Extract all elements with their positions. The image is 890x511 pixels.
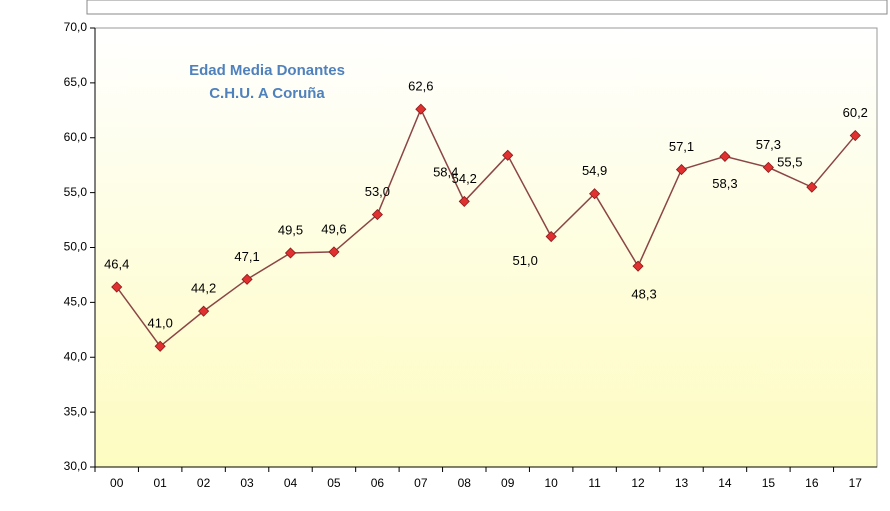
data-label: 53,0 (365, 184, 390, 199)
marker (632, 260, 644, 272)
plot-area (94, 27, 878, 468)
x-tick-label: 01 (153, 476, 167, 490)
x-tick-label: 00 (110, 476, 124, 490)
data-label: 48,3 (631, 287, 656, 302)
marker (198, 305, 210, 317)
marker (284, 247, 297, 259)
marker (371, 209, 383, 221)
x-tick-label: 10 (544, 476, 558, 490)
marker (241, 273, 253, 285)
marker (762, 161, 774, 173)
x-tick-label: 03 (240, 476, 254, 490)
data-label: 62,6 (408, 79, 433, 94)
data-label: 54,9 (582, 163, 607, 178)
data-label: 57,3 (756, 137, 781, 152)
x-tick-label: 17 (849, 476, 863, 490)
data-label: 58,4 (433, 165, 458, 180)
y-tick-label: 50,0 (64, 240, 88, 254)
y-tick-label: 55,0 (64, 185, 88, 199)
marker (849, 129, 861, 142)
data-label: 41,0 (148, 316, 173, 331)
data-label: 60,2 (843, 105, 868, 120)
data-label: 47,1 (234, 249, 259, 264)
x-tick-label: 09 (501, 476, 515, 490)
data-label: 51,0 (513, 253, 538, 268)
marker (806, 181, 818, 193)
x-tick-label: 12 (631, 476, 645, 490)
x-tick-label: 14 (718, 476, 732, 490)
data-label: 58,3 (712, 176, 737, 191)
x-tick-label: 07 (414, 476, 428, 490)
marker (415, 103, 427, 115)
marker (545, 230, 557, 243)
top-frame (86, 0, 888, 15)
data-label: 54,2 (452, 171, 477, 186)
marker (719, 150, 731, 162)
marker (458, 195, 470, 207)
y-tick-label: 35,0 (64, 404, 88, 418)
marker (675, 164, 688, 176)
y-tick-label: 70,0 (64, 20, 88, 34)
x-tick-label: 08 (458, 476, 472, 490)
marker (154, 340, 166, 352)
x-tick-label: 05 (327, 476, 341, 490)
x-tick-label: 04 (284, 476, 298, 490)
data-label: 57,1 (669, 139, 694, 154)
x-tick-label: 02 (197, 476, 211, 490)
y-tick-label: 45,0 (64, 295, 88, 309)
marker (111, 281, 123, 293)
chart-subtitle: C.H.U. A Coruña (209, 85, 325, 102)
x-tick-label: 16 (805, 476, 819, 490)
x-tick-label: 15 (762, 476, 776, 490)
chart-title: Edad Media Donantes (189, 62, 345, 79)
data-label: 46,4 (104, 256, 129, 271)
y-tick-label: 40,0 (64, 349, 88, 363)
marker (589, 188, 601, 200)
data-label: 55,5 (777, 155, 802, 170)
data-label: 49,5 (278, 222, 303, 237)
y-tick-label: 65,0 (64, 75, 88, 89)
marker (328, 246, 340, 258)
x-tick-label: 06 (371, 476, 385, 490)
data-label: 49,6 (321, 221, 346, 236)
y-tick-label: 30,0 (64, 459, 88, 473)
data-label: 44,2 (191, 281, 216, 296)
x-tick-label: 13 (675, 476, 689, 490)
marker (502, 149, 514, 161)
x-tick-label: 11 (588, 476, 601, 490)
y-tick-label: 60,0 (64, 130, 88, 144)
line (116, 107, 856, 348)
